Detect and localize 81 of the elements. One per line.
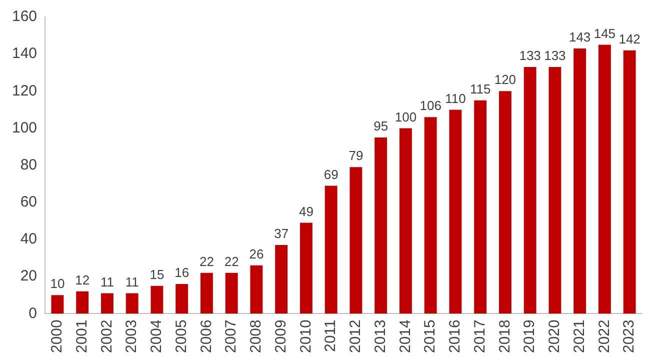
bar — [150, 286, 164, 314]
bar — [275, 245, 288, 314]
x-tick-label: 2003 — [123, 320, 140, 354]
bar — [100, 293, 114, 314]
x-tick-label: 2000 — [48, 320, 66, 354]
x-tick-label: 2001 — [73, 320, 90, 354]
data-label: 26 — [249, 246, 264, 262]
data-label: 143 — [568, 30, 591, 45]
bar — [374, 138, 388, 314]
y-tick-label: 120 — [12, 82, 38, 100]
bar — [498, 91, 512, 314]
data-label: 79 — [348, 148, 364, 164]
bar — [176, 284, 188, 314]
x-tick-label: 2022 — [596, 320, 613, 354]
x-tick-label: 2004 — [148, 320, 166, 354]
x-tick-label: 2009 — [272, 320, 290, 354]
data-label: 12 — [75, 272, 90, 288]
x-tick-label: 2007 — [222, 320, 240, 354]
data-label: 133 — [544, 48, 566, 64]
y-tick-label: 60 — [20, 194, 38, 211]
bar — [51, 295, 64, 314]
bar — [524, 67, 536, 314]
x-tick-label: 2023 — [620, 320, 638, 354]
bar — [200, 272, 213, 314]
x-tick-label: 2012 — [347, 320, 364, 354]
data-label: 115 — [470, 82, 491, 97]
x-tick-label: 2008 — [248, 320, 265, 354]
data-label: 10 — [50, 276, 65, 292]
data-label: 142 — [618, 31, 640, 46]
x-tick-label: 2016 — [446, 320, 464, 354]
data-label: 22 — [224, 254, 239, 269]
x-tick-label: 2006 — [198, 320, 215, 354]
data-label: 110 — [445, 90, 466, 106]
bar — [250, 265, 263, 314]
bar — [623, 50, 636, 314]
data-label: 106 — [420, 98, 442, 114]
data-label: 37 — [274, 226, 289, 242]
y-tick-label: 80 — [20, 156, 38, 174]
bar — [300, 222, 312, 314]
data-label: 95 — [374, 118, 388, 134]
x-tick-label: 2020 — [546, 320, 564, 354]
data-label: 133 — [519, 48, 541, 64]
data-label: 16 — [174, 265, 190, 280]
x-tick-label: 2017 — [471, 320, 488, 354]
x-tick-label: 2015 — [422, 320, 439, 354]
y-tick-label: 20 — [20, 268, 38, 285]
bar — [225, 272, 238, 314]
data-label: 22 — [199, 254, 214, 269]
data-label: 11 — [125, 274, 139, 290]
bar — [399, 128, 412, 314]
data-label: 15 — [150, 266, 164, 282]
bar — [76, 291, 89, 314]
x-tick-label: 2014 — [396, 320, 414, 354]
x-tick-label: 2005 — [172, 320, 190, 354]
y-tick-label: 160 — [12, 8, 38, 26]
data-label: 49 — [298, 204, 314, 219]
x-tick-label: 2018 — [496, 320, 514, 354]
bar — [350, 167, 362, 314]
x-tick-label: 2010 — [297, 320, 314, 354]
data-label: 120 — [494, 72, 516, 88]
x-tick-label: 2019 — [521, 320, 538, 354]
bar — [548, 67, 562, 314]
y-tick-label: 40 — [20, 230, 38, 248]
x-tick-label: 2011 — [322, 320, 340, 352]
bar — [424, 117, 437, 314]
y-tick-label: 140 — [12, 45, 38, 62]
y-tick-label: 100 — [12, 119, 38, 136]
bar — [574, 48, 586, 314]
y-tick-label: 0 — [28, 304, 38, 322]
bar — [126, 293, 138, 314]
x-tick-label: 2021 — [570, 320, 588, 354]
bar — [324, 186, 338, 314]
bar — [449, 110, 462, 314]
data-label: 100 — [394, 109, 417, 124]
data-label: 145 — [594, 26, 616, 41]
data-label: 11 — [100, 274, 114, 290]
x-tick-label: 2013 — [372, 320, 389, 354]
bar — [598, 44, 611, 314]
data-label: 69 — [324, 166, 338, 182]
bar — [474, 100, 487, 314]
x-tick-label: 2002 — [98, 320, 116, 354]
